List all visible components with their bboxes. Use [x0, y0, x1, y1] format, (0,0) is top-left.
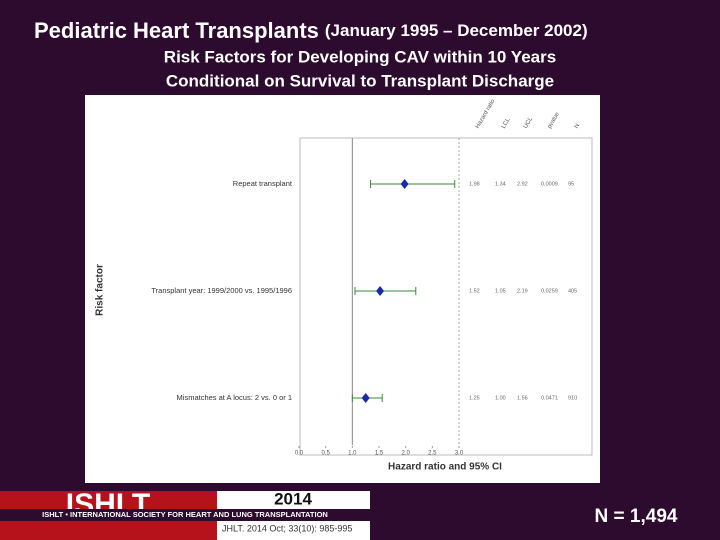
row-label: Mismatches at A locus: 2 vs. 0 or 1 — [177, 393, 292, 402]
x-tick-label: 0.0 — [295, 451, 304, 457]
table-cell: 1.52 — [469, 288, 480, 294]
title: Pediatric Heart Transplants (January 1995… — [34, 18, 588, 43]
plot-frame — [299, 137, 593, 456]
table-cell: 0.0471 — [541, 395, 558, 401]
estimate-marker — [400, 179, 409, 189]
logo-line: ISHLT • INTERNATIONAL SOCIETY FOR HEART … — [42, 510, 328, 519]
table-cell: 1.56 — [517, 395, 528, 401]
table-cell: 2.92 — [517, 181, 528, 187]
table-cell: 1.05 — [495, 288, 506, 294]
subtitle: Conditional on Survival to Transplant Di… — [166, 71, 554, 90]
table-cell: 0.0009 — [541, 181, 558, 187]
table-cell: 405 — [568, 288, 577, 294]
subtitle: Risk Factors for Developing CAV within 1… — [164, 47, 556, 66]
x-axis-label: Hazard ratio and 95% CI — [388, 462, 502, 473]
title-main: Pediatric Heart Transplants — [34, 18, 319, 43]
table-cell: 1.34 — [495, 181, 506, 187]
x-tick-label: 2.0 — [401, 451, 410, 457]
y-axis-label: Risk factor — [95, 264, 106, 316]
title-note: (January 1995 – December 2002) — [325, 21, 588, 40]
logo-strip — [0, 509, 370, 521]
table-cell: 1.98 — [469, 181, 480, 187]
estimate-marker — [361, 393, 370, 403]
row-label: Transplant year: 1999/2000 vs. 1995/1996 — [151, 286, 292, 295]
row-label: Repeat transplant — [233, 179, 293, 188]
column-header: N — [574, 123, 581, 130]
column-header: UCL — [523, 116, 535, 130]
year: 2014 — [274, 489, 312, 508]
x-tick-label: 2.5 — [428, 451, 437, 457]
table-cell: 95 — [568, 181, 574, 187]
table-cell: 1.00 — [495, 395, 506, 401]
column-header: LCL — [501, 117, 512, 130]
x-tick-label: 0.5 — [321, 451, 330, 457]
total-n: N = 1,494 — [595, 506, 678, 527]
table-cell: 2.19 — [517, 288, 528, 294]
chart-panel — [85, 95, 600, 483]
table-cell: 1.25 — [469, 395, 480, 401]
x-tick-label: 1.0 — [348, 451, 357, 457]
citation: JHLT. 2014 Oct; 33(10): 985-995 — [222, 523, 352, 533]
table-cell: 910 — [568, 395, 577, 401]
estimate-marker — [376, 286, 385, 296]
table-cell: 0.0259 — [541, 288, 558, 294]
x-tick-label: 1.5 — [375, 451, 384, 457]
x-tick-label: 3.0 — [455, 451, 464, 457]
